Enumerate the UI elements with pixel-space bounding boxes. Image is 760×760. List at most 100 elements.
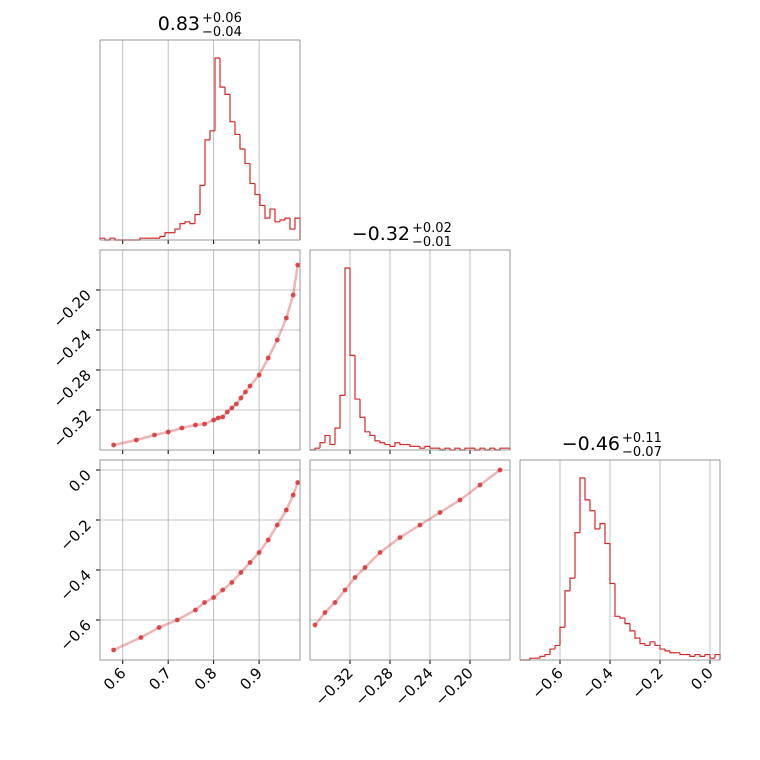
sample-point <box>238 570 244 575</box>
sample-point <box>417 522 423 528</box>
hist-step <box>384 442 390 446</box>
sample-point <box>220 414 226 420</box>
hist-step <box>334 427 340 445</box>
panel-frame <box>99 459 301 661</box>
sample-point <box>265 355 271 361</box>
hist-step <box>549 648 555 655</box>
sample-point <box>477 482 483 488</box>
hist-step <box>454 447 460 450</box>
hist-step <box>594 510 600 530</box>
panel-frame <box>309 459 511 661</box>
hist-step <box>229 94 235 123</box>
y-tick-label: −0.32 <box>50 406 95 451</box>
sample-point <box>111 442 117 448</box>
hist-step <box>574 532 580 579</box>
y-tick-label: 0.0 <box>65 466 95 496</box>
sample-point <box>342 587 348 593</box>
hist-step <box>599 522 605 529</box>
title-upper: +0.02 <box>412 221 452 236</box>
x-tick-label: 0.0 <box>687 664 717 694</box>
hist-step <box>634 630 640 639</box>
hist-step <box>629 623 635 632</box>
x-tick-label: 0.9 <box>236 664 266 694</box>
hist-step <box>694 653 700 657</box>
hist-step <box>554 644 560 650</box>
hist-step <box>649 641 655 646</box>
hist-step <box>604 523 610 545</box>
hist-step <box>184 221 190 224</box>
sample-point <box>457 497 463 503</box>
panel-frame <box>519 459 721 661</box>
hist-step <box>584 478 590 501</box>
hist-step <box>199 184 205 215</box>
hist-step <box>174 228 180 233</box>
sample-point <box>290 492 296 498</box>
hist-step <box>539 655 545 659</box>
sample-point <box>265 537 271 543</box>
hist-step <box>179 223 185 230</box>
sample-point <box>295 480 301 485</box>
hist-step <box>689 654 695 657</box>
hist-step <box>219 58 225 88</box>
hist-step <box>559 626 565 646</box>
x-tick-label: −0.6 <box>528 664 566 702</box>
hist-step <box>239 134 245 150</box>
sample-point <box>138 635 144 640</box>
hist-step <box>324 434 330 443</box>
hist-step <box>529 657 535 660</box>
hist-step <box>419 446 425 449</box>
sample-point <box>152 432 157 438</box>
x-tick-label: −0.2 <box>628 664 666 702</box>
sample-point <box>229 405 235 411</box>
title-median: −0.32 <box>352 223 410 245</box>
hist-step <box>679 652 685 656</box>
sample-point <box>256 372 262 378</box>
title-upper: +0.11 <box>622 431 662 446</box>
x-tick-label: −0.28 <box>352 664 397 709</box>
hist-step <box>339 394 345 429</box>
sample-point <box>224 409 230 415</box>
sample-point <box>377 550 383 555</box>
hist-step <box>609 543 615 585</box>
sample-point <box>352 575 358 580</box>
sample-point <box>174 617 180 623</box>
hist-step <box>159 235 165 239</box>
x-tick-label: −0.4 <box>578 664 616 702</box>
sample-point <box>179 425 185 431</box>
hist-step <box>209 130 215 140</box>
sample-point <box>332 600 338 605</box>
sample-point <box>437 510 443 515</box>
hist-step <box>714 653 721 660</box>
sample-point <box>133 437 139 443</box>
sample-point <box>247 560 253 565</box>
hist-step <box>164 232 170 237</box>
sample-point <box>322 610 328 615</box>
x-tick-label: −0.20 <box>432 664 477 709</box>
y-tick-label: −0.2 <box>56 516 94 554</box>
sample-point <box>202 421 207 427</box>
sample-point <box>283 315 289 321</box>
hist-step <box>619 616 625 619</box>
sample-point <box>362 565 368 570</box>
hist-step <box>409 444 415 447</box>
hist-step <box>259 194 265 207</box>
hist-step <box>189 221 195 225</box>
panel-frame <box>309 249 511 451</box>
x-tick-label: −0.24 <box>392 664 437 709</box>
sample-point <box>256 550 262 555</box>
hist-step <box>354 355 360 400</box>
sample-point <box>215 415 221 421</box>
hist-step <box>109 237 115 240</box>
sample-point <box>397 535 403 540</box>
density-curve <box>112 481 299 652</box>
hist-step <box>269 208 275 219</box>
hist-step <box>624 618 630 625</box>
sample-point <box>220 587 226 593</box>
hist-step <box>194 213 200 224</box>
hist-step <box>564 590 570 628</box>
sample-point <box>202 600 207 605</box>
panel-frame <box>99 249 301 451</box>
sample-point <box>193 422 198 428</box>
title-median: 0.83 <box>158 13 200 35</box>
